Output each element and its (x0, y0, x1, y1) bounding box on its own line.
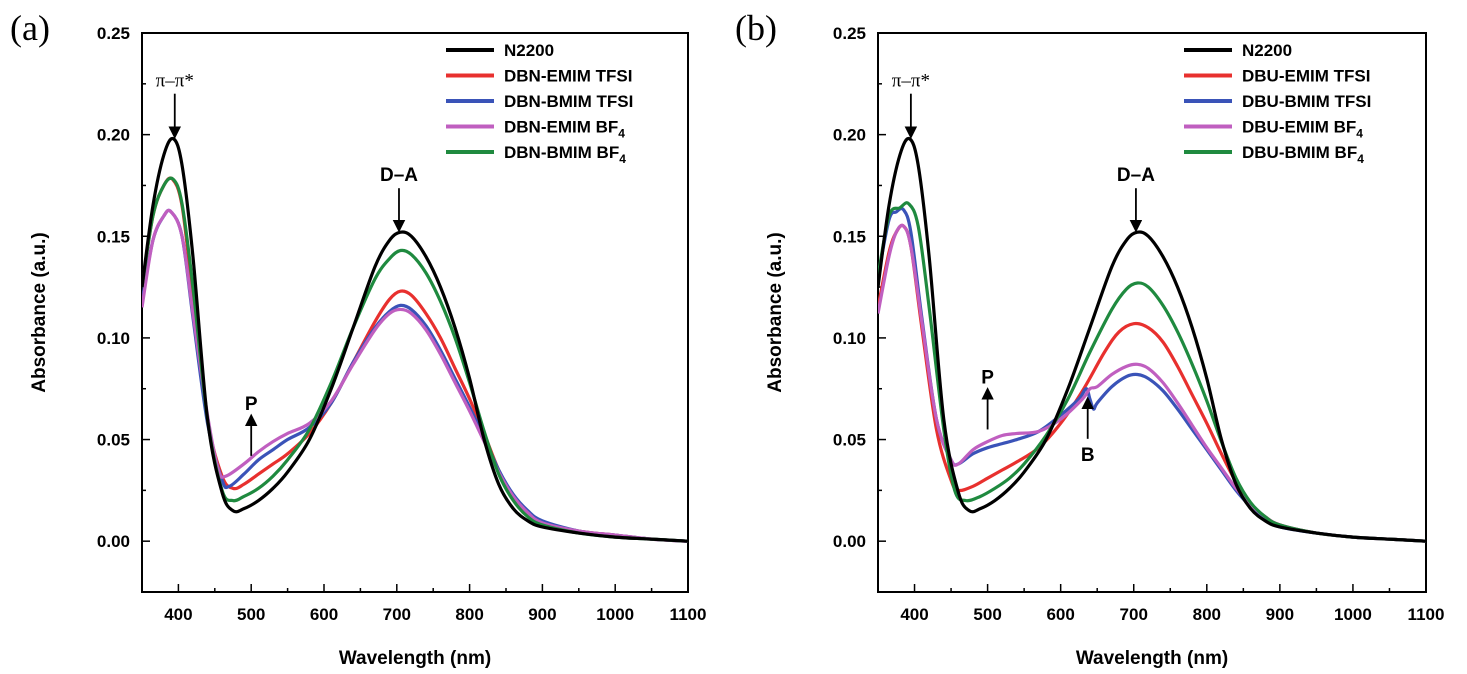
legend-label: DBN-BMIM TFSI (504, 92, 633, 111)
annotation-p: P (245, 394, 258, 415)
y-axis-title: Absorbance (a.u.) (765, 232, 786, 392)
series-line-dbn-bmim-bf4 (142, 176, 688, 543)
y-tick-label: 0.05 (97, 431, 130, 450)
x-tick-label: 600 (1046, 605, 1074, 624)
series-line-dbn-emim-bf4 (142, 208, 688, 543)
x-tick-label: 800 (1193, 605, 1221, 624)
x-tick-label: 500 (237, 605, 265, 624)
y-tick-label: 0.10 (97, 329, 130, 348)
x-tick-label: 900 (1266, 605, 1294, 624)
x-axis-title: Wavelength (nm) (1076, 648, 1228, 669)
x-tick-label: 800 (455, 605, 483, 624)
series-line-n2200 (142, 136, 688, 543)
x-tick-label: 1000 (596, 605, 634, 624)
y-tick-label: 0.00 (97, 532, 130, 551)
annotation-b: B (1081, 445, 1095, 466)
x-tick-label: 1000 (1334, 605, 1372, 624)
legend-label: DBN-EMIM TFSI (504, 67, 632, 86)
panel-label-b: (b) (735, 8, 777, 48)
x-tick-label: 700 (1120, 605, 1148, 624)
x-tick-label: 1100 (670, 605, 707, 624)
y-axis-title: Absorbance (a.u.) (29, 232, 50, 392)
y-tick-label: 0.25 (833, 24, 866, 43)
y-tick-label: 0.15 (833, 227, 866, 246)
annotation-pi-pi: π–π* (892, 71, 930, 92)
plot-frame (141, 32, 689, 593)
legend-label: DBN-EMIM BF4 (504, 118, 625, 141)
x-tick-label: 400 (164, 605, 192, 624)
y-tick-label: 0.20 (833, 126, 866, 145)
x-tick-label: 600 (310, 605, 338, 624)
legend-label: DBU-BMIM BF4 (1242, 143, 1364, 166)
legend-label: N2200 (1242, 41, 1292, 60)
y-tick-label: 0.25 (97, 24, 130, 43)
legend-label: DBU-BMIM TFSI (1242, 92, 1371, 111)
y-tick-label: 0.00 (833, 532, 866, 551)
series-line-n2200 (878, 136, 1426, 543)
legend-label: DBU-EMIM TFSI (1242, 67, 1370, 86)
x-tick-label: 500 (973, 605, 1001, 624)
x-tick-label: 1100 (1408, 605, 1445, 624)
legend-label: N2200 (504, 41, 554, 60)
annotation-pi-pi: π–π* (156, 71, 194, 92)
y-tick-label: 0.15 (97, 227, 130, 246)
chart-panel-b: 400 500 600 700 800 900 1000 1100 0.00 0.05 0.10 0.… (765, 24, 1444, 669)
panel-label-a: (a) (10, 8, 50, 48)
x-axis-title: Wavelength (nm) (339, 648, 491, 669)
y-tick-label: 0.10 (833, 329, 866, 348)
legend-label: DBN-BMIM BF4 (504, 143, 626, 166)
chart-panel-a: 400 500 600 700 800 900 1000 1100 0.00 0.05 0.10 0.… (29, 24, 706, 669)
annotation-p: P (981, 367, 994, 388)
x-tick-label: 700 (383, 605, 411, 624)
x-tick-label: 900 (528, 605, 556, 624)
series-line-dbu-bmim-bf4 (878, 201, 1426, 543)
annotation-d-a: D–A (1117, 165, 1155, 186)
y-tick-label: 0.20 (97, 126, 130, 145)
x-tick-label: 400 (900, 605, 928, 624)
legend-label: DBU-EMIM BF4 (1242, 118, 1363, 141)
y-tick-label: 0.05 (833, 431, 866, 450)
annotation-d-a: D–A (380, 165, 418, 186)
